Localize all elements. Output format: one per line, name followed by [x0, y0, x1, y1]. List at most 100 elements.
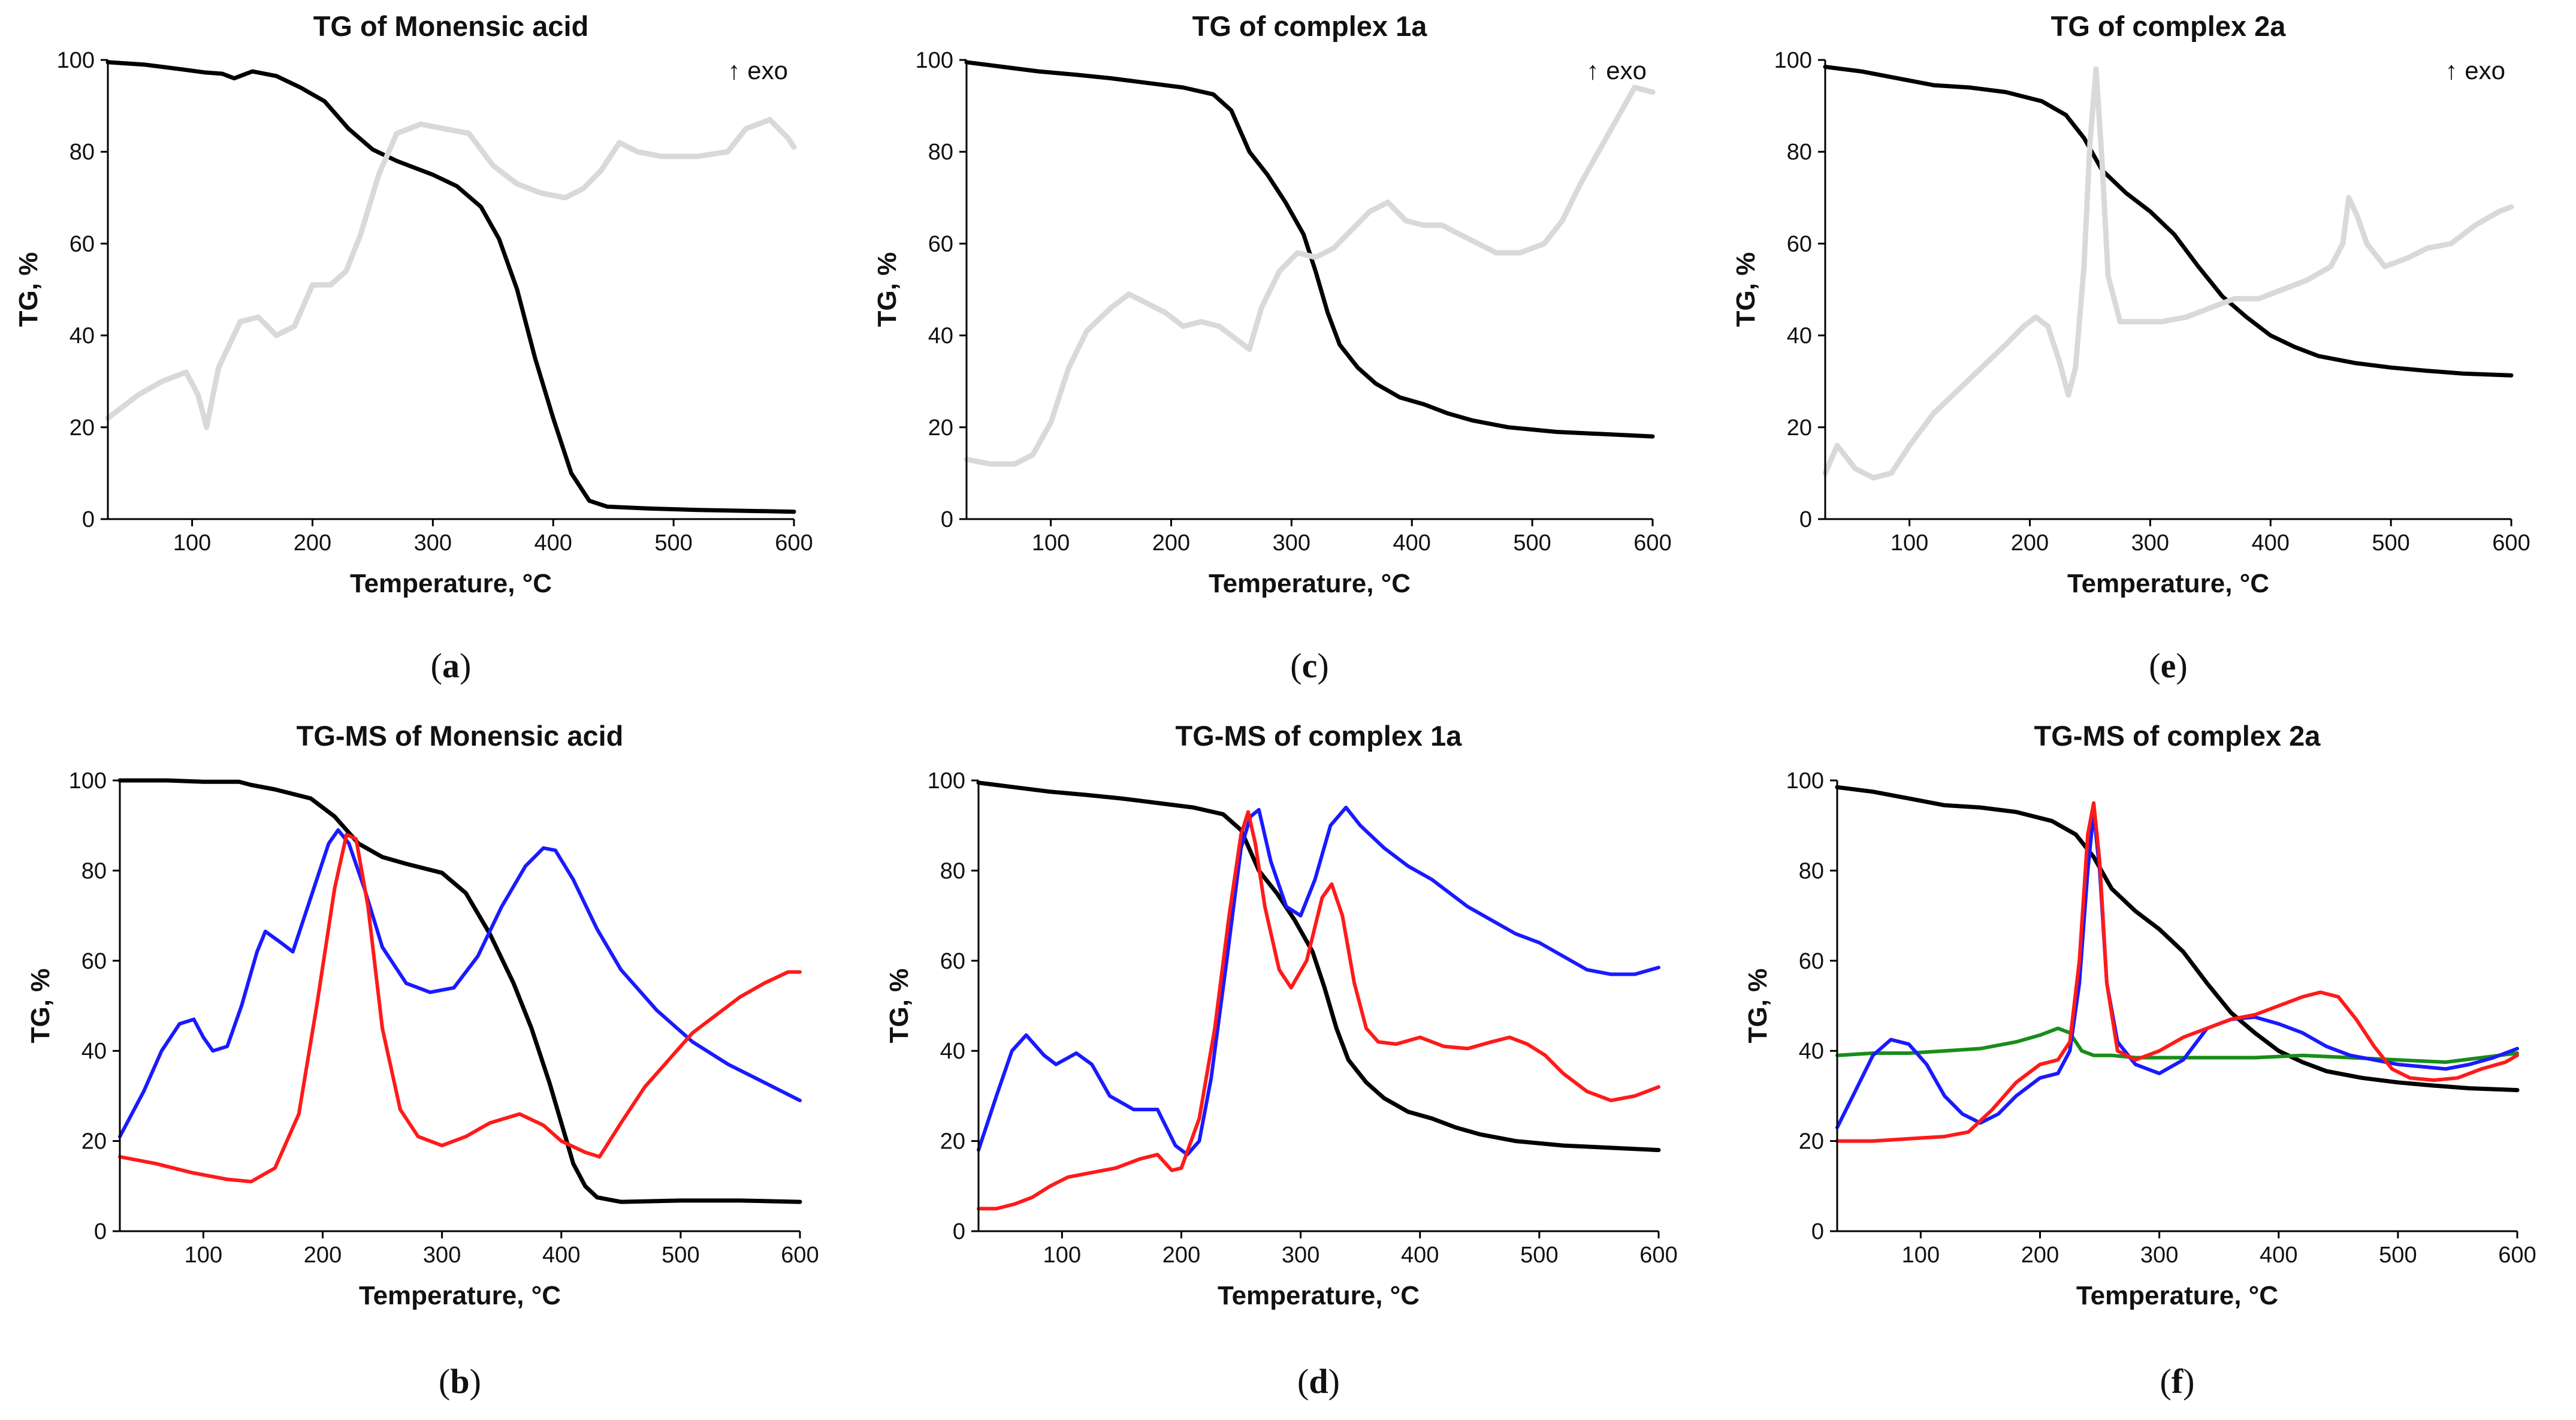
x-tick-label: 400: [2252, 530, 2290, 556]
y-tick-label: 0: [82, 507, 95, 532]
chart-d: TG-MS of complex 1a 0 20 40 60 80 100 100 200 300…: [884, 720, 1678, 1401]
series-line-tg: [964, 60, 1655, 439]
chart-f: TG-MS of complex 2a 0 20 40 60 80 100 100 200 300…: [1743, 720, 2536, 1401]
caption-letter: f: [2172, 1362, 2184, 1401]
exo-annotation: ↑ exo: [2445, 56, 2505, 85]
y-tick-label: 20: [928, 415, 953, 441]
x-tick-label: 200: [2011, 530, 2049, 556]
y-tick-label: 20: [1787, 415, 1812, 441]
series-line-ms-red: [977, 810, 1660, 1211]
caption-letter: b: [450, 1362, 469, 1401]
series-line-ms-red: [1835, 801, 2519, 1143]
x-tick-label: 200: [2021, 1243, 2059, 1268]
y-tick-label: 40: [928, 324, 953, 349]
x-tick-label: 300: [1282, 1243, 1319, 1268]
x-tick-label: 200: [1152, 530, 1190, 556]
chart-title: TG of Monensic acid: [313, 10, 589, 42]
y-tick-label: 100: [1786, 768, 1824, 794]
y-tick-label: 40: [1787, 324, 1812, 349]
x-tick-label: 500: [2372, 530, 2409, 556]
panel-b: TG-MS of Monensic acid 0 20 40 60 80 100 100 200…: [0, 710, 859, 1419]
x-tick-label: 500: [2379, 1243, 2417, 1268]
series-line-dta: [105, 117, 797, 430]
y-tick-label: 100: [1774, 48, 1812, 73]
panel-caption: (f): [2160, 1362, 2195, 1401]
y-tick-label: 80: [928, 140, 953, 165]
x-tick-label: 600: [2498, 1243, 2536, 1268]
x-tick-label: 400: [534, 530, 572, 556]
caption-close: ): [460, 646, 471, 685]
y-tick-label: 40: [81, 1039, 107, 1064]
caption-close: ): [470, 1362, 481, 1401]
y-tick-label: 40: [1799, 1039, 1824, 1064]
y-tick-label: 0: [953, 1219, 965, 1244]
x-tick-label: 200: [304, 1243, 342, 1268]
x-tick-label: 400: [2260, 1243, 2297, 1268]
x-tick-label: 100: [1891, 530, 1928, 556]
y-tick-label: 80: [1787, 140, 1812, 165]
series-line-tg: [976, 780, 1661, 1153]
caption-close: ): [2176, 646, 2187, 685]
y-tick-label: 80: [1799, 858, 1824, 884]
x-tick-label: 500: [654, 530, 692, 556]
x-tick-label: 100: [1043, 1243, 1081, 1268]
x-axis-label: Temperature, °C: [1209, 569, 1411, 598]
x-axis-label: Temperature, °C: [359, 1281, 561, 1310]
y-tick-label: 60: [70, 231, 95, 257]
y-tick-label: 0: [1799, 507, 1812, 532]
chart-a: TG of Monensic acid ↑ exo 0 20 40 60 80 100 100 2…: [14, 10, 813, 685]
caption-open: (: [1297, 1362, 1309, 1401]
x-tick-label: 300: [423, 1243, 461, 1268]
caption-open: (: [431, 646, 442, 685]
caption-open: (: [1290, 646, 1301, 685]
x-tick-label: 500: [1520, 1243, 1558, 1268]
chart-title: TG-MS of Monensic acid: [297, 720, 624, 752]
y-tick-label: 100: [57, 48, 95, 73]
caption-letter: c: [1302, 646, 1318, 685]
y-axis-label: TG, %: [884, 969, 914, 1044]
y-axis-label: TG, %: [26, 969, 55, 1044]
chart-title: TG of complex 2a: [2051, 10, 2287, 42]
x-axis-label: Temperature, °C: [1218, 1281, 1420, 1310]
panel-caption: (a): [431, 646, 472, 685]
chart-b: TG-MS of Monensic acid 0 20 40 60 80 100 100 200…: [26, 720, 819, 1401]
caption-close: ): [1317, 646, 1328, 685]
y-tick-label: 60: [940, 949, 965, 974]
x-tick-label: 600: [2492, 530, 2530, 556]
y-tick-label: 0: [1811, 1219, 1824, 1244]
x-axis-label: Temperature, °C: [2076, 1281, 2278, 1310]
panel-caption: (d): [1297, 1362, 1340, 1401]
panel-caption: (e): [2149, 646, 2187, 685]
y-axis-label: TG, %: [1731, 252, 1760, 327]
y-tick-label: 60: [928, 231, 953, 257]
caption-close: ): [2183, 1362, 2194, 1401]
exo-annotation: ↑ exo: [1587, 56, 1647, 85]
x-tick-label: 100: [1032, 530, 1070, 556]
series-line-ms-red: [118, 833, 802, 1184]
x-tick-label: 400: [1393, 530, 1431, 556]
series-line-tg: [105, 60, 796, 514]
y-axis-label: TG, %: [1743, 969, 1772, 1044]
series-line-tg: [1823, 65, 2514, 378]
panel-caption: (c): [1290, 646, 1328, 685]
y-tick-label: 100: [69, 768, 107, 794]
x-tick-label: 100: [173, 530, 211, 556]
y-axis-label: TG, %: [14, 252, 43, 327]
chart-title: TG-MS of complex 1a: [1176, 720, 1463, 752]
x-tick-label: 300: [414, 530, 452, 556]
series-line-tg: [117, 778, 802, 1204]
x-tick-label: 600: [1639, 1243, 1677, 1268]
x-tick-label: 500: [1513, 530, 1551, 556]
x-tick-label: 300: [2140, 1243, 2178, 1268]
y-tick-label: 60: [1787, 231, 1812, 257]
chart-title: TG-MS of complex 2a: [2034, 720, 2321, 752]
series-line-dta: [964, 85, 1656, 467]
x-tick-label: 600: [1633, 530, 1671, 556]
y-tick-label: 80: [81, 858, 107, 884]
y-tick-label: 60: [81, 949, 107, 974]
caption-open: (: [2149, 646, 2160, 685]
x-tick-label: 500: [662, 1243, 699, 1268]
chart-c: TG of complex 1a ↑ exo 0 20 40 60 80 100 100 200 3…: [872, 10, 1672, 685]
x-tick-label: 400: [542, 1243, 580, 1268]
x-axis-label: Temperature, °C: [2067, 569, 2269, 598]
